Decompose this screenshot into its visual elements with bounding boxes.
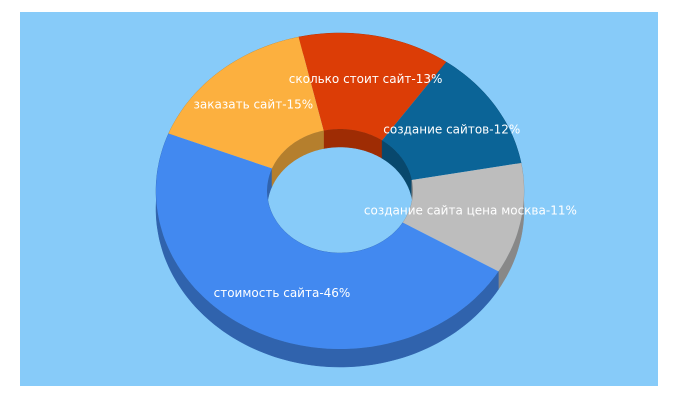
slice — [382, 62, 522, 180]
slice-inner-wall — [271, 130, 324, 187]
slice-label: заказать сайт-15% — [194, 97, 314, 111]
slice — [402, 163, 524, 272]
slice — [168, 37, 324, 169]
slice-label: сколько стоит сайт-13% — [289, 72, 443, 86]
slice-label: создание сайтов-12% — [383, 122, 520, 136]
slice — [156, 133, 499, 349]
slice-label: создание сайта цена москва-11% — [364, 204, 577, 218]
slice — [298, 33, 447, 141]
slice-label: стоимость сайта-46% — [214, 286, 351, 300]
